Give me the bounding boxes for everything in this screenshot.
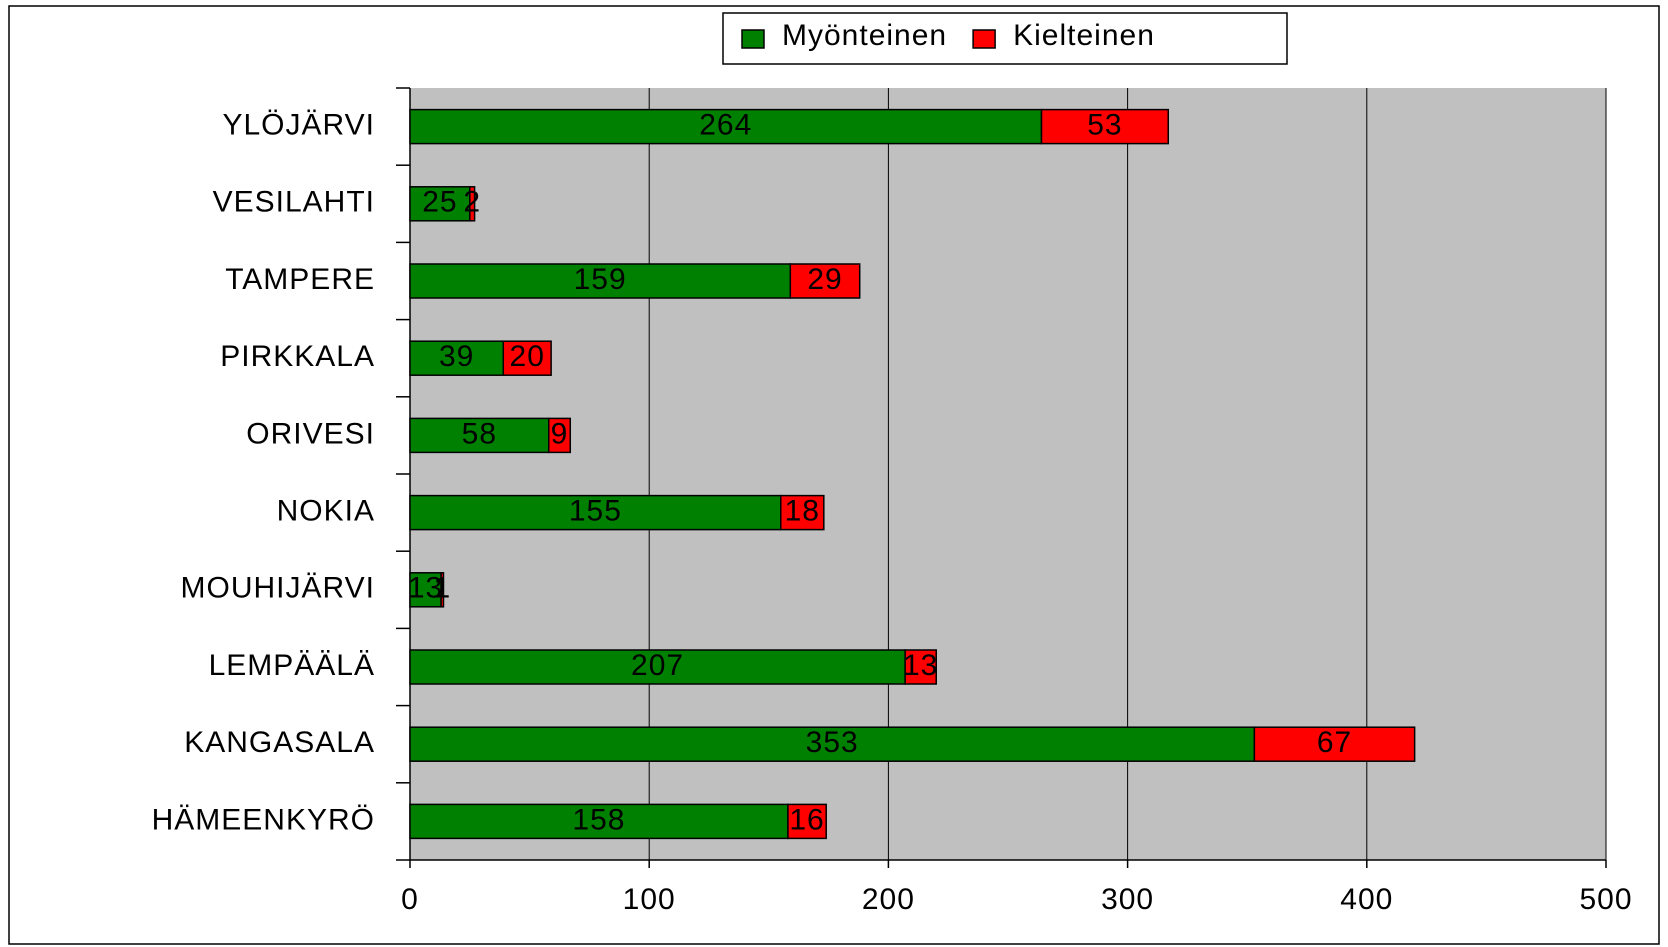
bar-value-label: 39	[439, 340, 474, 373]
legend-swatch	[972, 29, 996, 49]
bar-value-label: 16	[789, 803, 824, 836]
bar-value-label: 13	[903, 649, 938, 682]
bar-value-label: 20	[510, 340, 545, 373]
x-tick-label: 500	[1579, 883, 1632, 916]
y-tick-label: ORIVESI	[246, 417, 375, 450]
bar-segment	[1040, 108, 1170, 145]
bar-value-label: 53	[1087, 109, 1122, 142]
bar-value-label: 207	[631, 649, 684, 682]
bar-value-label: 58	[462, 417, 497, 450]
bar-value-label: 158	[572, 803, 625, 836]
x-tick-label: 400	[1340, 883, 1393, 916]
bar-value-label: 18	[785, 495, 820, 528]
bar-value-label: 159	[574, 263, 627, 296]
bar-value-label: 1	[433, 572, 451, 605]
bar-segment	[440, 572, 445, 608]
bar-segment	[409, 572, 442, 608]
legend-swatch	[741, 29, 765, 49]
legend-label: Kielteinen	[1013, 19, 1155, 52]
bar-segment	[502, 340, 552, 376]
bar-value-label: 13	[408, 572, 443, 605]
y-tick-label: LEMPÄÄLÄ	[209, 649, 375, 682]
y-tick-label: NOKIA	[277, 495, 375, 528]
legend-label: Myönteinen	[782, 19, 947, 52]
bar-segment	[409, 803, 789, 840]
bar-segment	[787, 803, 827, 840]
y-tick-label: MOUHIJÄRVI	[181, 572, 375, 605]
bar-value-label: 29	[807, 263, 842, 296]
bar-segment	[409, 417, 550, 454]
legend-box	[722, 12, 1288, 65]
x-tick-label: 100	[623, 883, 676, 916]
bar-value-label: 264	[699, 109, 752, 142]
y-tick-label: VESILAHTI	[213, 186, 375, 219]
bar-value-label: 9	[551, 417, 569, 450]
y-tick-label: KANGASALA	[184, 726, 375, 759]
x-tick-label: 200	[862, 883, 915, 916]
bar-value-label: 155	[569, 495, 622, 528]
y-tick-label: PIRKKALA	[220, 340, 375, 373]
x-tick-label: 0	[401, 883, 419, 916]
y-tick-label: TAMPERE	[225, 263, 375, 296]
y-tick-label: HÄMEENKYRÖ	[152, 803, 375, 836]
bar-value-label: 353	[806, 726, 859, 759]
bar-value-label: 2	[463, 186, 481, 219]
bar-value-label: 67	[1317, 726, 1352, 759]
bar-segment	[780, 494, 825, 531]
bar-segment	[409, 494, 782, 531]
bar-segment	[547, 417, 572, 454]
bar-value-label: 25	[422, 186, 457, 219]
bar-segment	[469, 186, 476, 222]
bar-segment	[904, 649, 937, 685]
bar-segment	[409, 186, 471, 222]
x-tick-label: 300	[1101, 883, 1154, 916]
bar-segment	[1253, 726, 1416, 762]
y-tick-label: YLÖJÄRVI	[222, 109, 375, 142]
bar-segment	[789, 263, 861, 299]
